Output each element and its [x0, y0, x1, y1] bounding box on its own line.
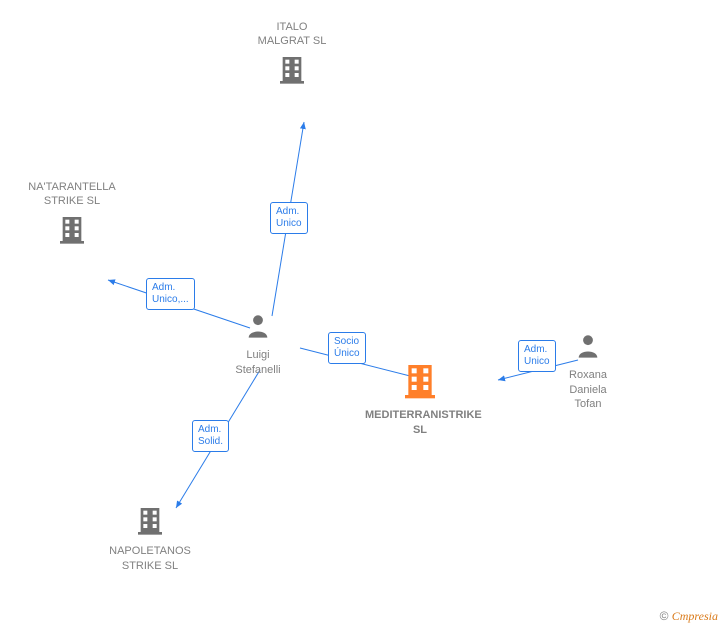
edge-label-luigi-natarantella: Adm.Unico,... — [146, 278, 195, 310]
node-label-line: MALGRAT SL — [258, 35, 327, 47]
edge-label-luigi-napoletanos: Adm.Solid. — [192, 420, 229, 452]
copyright-symbol: © — [660, 609, 669, 623]
node-label-line: NA'TARANTELLA — [28, 181, 115, 193]
edge-label-line: Unico — [276, 218, 302, 229]
node-luigi[interactable]: Luigi Stefanelli — [203, 312, 313, 377]
building-icon — [400, 360, 440, 404]
node-napoletanos[interactable]: NAPOLETANOS STRIKE SL — [95, 504, 205, 573]
footer-attribution: © Cmpresia — [660, 609, 718, 624]
node-label-line: Luigi — [246, 349, 269, 361]
node-label-line: NAPOLETANOS — [109, 545, 191, 557]
person-icon — [244, 312, 272, 344]
person-icon — [574, 332, 602, 364]
node-label-line: Daniela — [569, 384, 606, 396]
node-label-line: ITALO — [277, 21, 308, 33]
building-icon — [56, 213, 88, 249]
edge-label-line: Adm. — [276, 206, 299, 217]
edge-label-roxana-mediterranistrike: Adm.Unico — [518, 340, 556, 372]
node-label: NAPOLETANOS STRIKE SL — [95, 544, 205, 573]
node-label-line: Stefanelli — [235, 364, 280, 376]
building-icon — [276, 53, 308, 89]
node-italo[interactable]: ITALO MALGRAT SL — [237, 20, 347, 89]
node-label: Luigi Stefanelli — [203, 348, 313, 377]
node-label: MEDITERRANISTRIKESL — [365, 408, 475, 437]
edge-label-luigi-mediterranistrike: SocioÚnico — [328, 332, 366, 364]
edge-label-line: Unico,... — [152, 294, 189, 305]
brand-name: Cmpresia — [672, 609, 718, 623]
node-mediterranistrike[interactable]: MEDITERRANISTRIKESL — [365, 360, 475, 437]
node-label-line: STRIKE SL — [44, 195, 100, 207]
node-label-line: Tofan — [575, 398, 602, 410]
node-label-line: SL — [413, 424, 427, 436]
node-natarantella[interactable]: NA'TARANTELLA STRIKE SL — [17, 180, 127, 249]
edge-label-line: Adm. — [152, 282, 175, 293]
node-label-line: MEDITERRANISTRIKE — [365, 409, 482, 421]
edge-label-line: Socio — [334, 336, 359, 347]
node-label: Roxana Daniela Tofan — [533, 368, 643, 411]
edge-label-line: Solid. — [198, 436, 223, 447]
building-icon — [134, 504, 166, 540]
edge-label-line: Adm. — [198, 424, 221, 435]
node-label: ITALO MALGRAT SL — [237, 20, 347, 49]
node-label: NA'TARANTELLA STRIKE SL — [17, 180, 127, 209]
edge-label-luigi-italo: Adm.Unico — [270, 202, 308, 234]
node-label-line: STRIKE SL — [122, 560, 178, 572]
edge-label-line: Unico — [524, 356, 550, 367]
edge-label-line: Único — [334, 348, 360, 359]
node-label-line: Roxana — [569, 369, 607, 381]
edge-label-line: Adm. — [524, 344, 547, 355]
